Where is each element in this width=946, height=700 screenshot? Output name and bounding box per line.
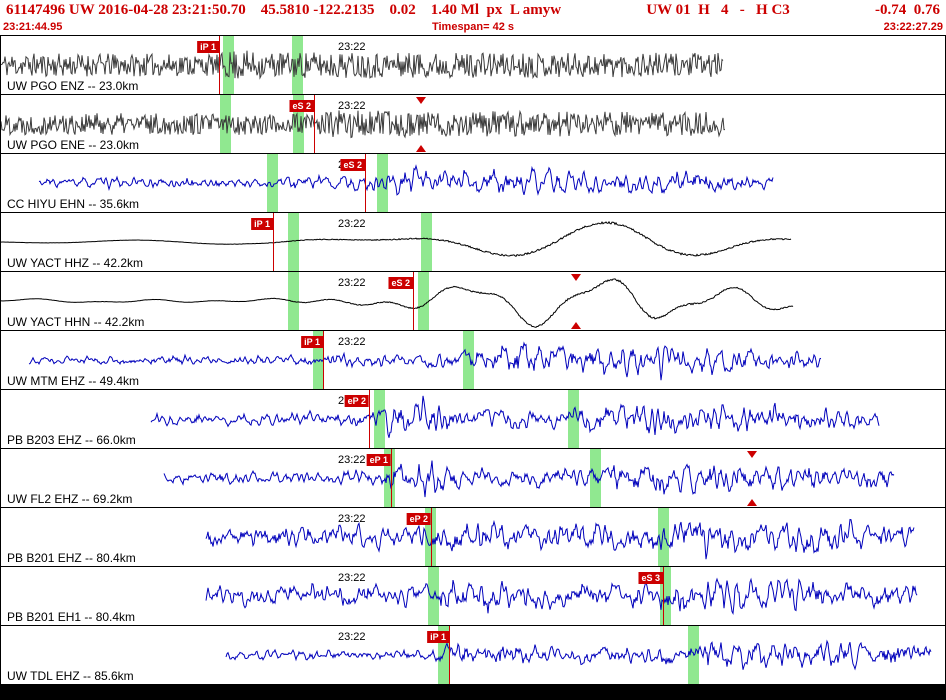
station-label: PB B201 EHZ -- 80.4km	[7, 551, 136, 565]
time-tick-label: 23:22	[338, 513, 366, 525]
time-tick-label: 23:22	[338, 218, 366, 230]
pick-window-band	[288, 213, 299, 271]
pick-window-band	[463, 331, 474, 389]
station-label: PB B203 EHZ -- 66.0km	[7, 433, 136, 447]
waveform-trace[interactable]	[1, 154, 945, 212]
time-tick-label: 23:22	[338, 572, 366, 584]
pick-window-band	[425, 508, 436, 566]
trace-row-1: 23:22 iP 1 UW PGO ENZ -- 23.0km	[1, 36, 945, 95]
phase-pick-line	[365, 154, 366, 212]
arrival-marker-down-icon	[571, 274, 581, 281]
phase-pick-flag[interactable]: iP 1	[197, 41, 219, 53]
window-end-time: 23:22:27.29	[883, 21, 943, 33]
phase-pick-line	[273, 213, 274, 271]
trace-row-11: 23:22 iP 1 UW TDL EHZ -- 85.6km	[1, 626, 945, 685]
waveform-trace[interactable]	[1, 213, 945, 271]
trace-row-6: 23:22 iP 1 UW MTM EHZ -- 49.4km	[1, 331, 945, 390]
station-label: UW TDL EHZ -- 85.6km	[7, 669, 134, 683]
pick-window-band	[374, 390, 385, 448]
phase-pick-flag[interactable]: iP 1	[301, 336, 323, 348]
trace-row-4: 23:22 iP 1 UW YACT HHZ -- 42.2km	[1, 213, 945, 272]
time-tick-label: 23:22	[338, 277, 366, 289]
timespan-label: Timespan= 42 s	[431, 21, 515, 33]
bottom-border-bar	[0, 685, 946, 700]
phase-pick-flag[interactable]: iP 1	[251, 218, 273, 230]
time-tick-label: 23:22	[338, 100, 366, 112]
phase-pick-flag[interactable]: eP 2	[406, 513, 431, 525]
time-tick-label: 23:22	[338, 631, 366, 643]
phase-pick-line	[323, 331, 324, 389]
waveform-trace[interactable]	[1, 36, 945, 94]
waveform-trace[interactable]	[1, 390, 945, 448]
pick-window-band	[223, 36, 234, 94]
pick-window-band	[267, 154, 278, 212]
arrival-marker-up-icon	[416, 145, 426, 152]
trace-row-9: 23:22 eP 2 PB B201 EHZ -- 80.4km	[1, 508, 945, 567]
phase-pick-line	[369, 390, 370, 448]
arrival-marker-up-icon	[747, 499, 757, 506]
pick-window-band	[568, 390, 579, 448]
trace-row-10: 23:22 eS 3 PB B201 EH1 -- 80.4km	[1, 567, 945, 626]
event-summary-left: 61147496 UW 2016-04-28 23:21:50.70 45.58…	[6, 2, 562, 18]
pick-window-band	[377, 154, 388, 212]
phase-pick-flag[interactable]: iP 1	[427, 631, 449, 643]
phase-pick-flag[interactable]: eP 2	[344, 395, 369, 407]
waveform-trace[interactable]	[1, 449, 945, 507]
event-header: 61147496 UW 2016-04-28 23:21:50.70 45.58…	[0, 0, 946, 36]
event-summary-mid: UW 01 H 4 - H C3	[646, 2, 790, 18]
phase-pick-line	[391, 449, 392, 507]
phase-pick-flag[interactable]: eS 2	[340, 159, 365, 171]
time-tick-label: 23:22	[338, 454, 366, 466]
station-label: UW YACT HHN -- 42.2km	[7, 315, 145, 329]
trace-row-8: 23:22 eP 1 UW FL2 EHZ -- 69.2km	[1, 449, 945, 508]
phase-pick-line	[219, 36, 220, 94]
window-start-time: 23:21:44.95	[3, 21, 63, 33]
station-label: UW FL2 EHZ -- 69.2km	[7, 492, 133, 506]
time-tick-label: 23:22	[338, 41, 366, 53]
station-label: UW PGO ENE -- 23.0km	[7, 138, 140, 152]
pick-window-band	[660, 567, 671, 625]
pick-window-band	[418, 272, 429, 330]
phase-pick-flag[interactable]: eP 1	[366, 454, 391, 466]
waveform-trace[interactable]	[1, 626, 945, 684]
event-summary-right: -0.74 0.76	[875, 2, 940, 18]
pick-window-band	[421, 213, 432, 271]
time-window-line: 23:21:44.95 Timespan= 42 s 23:22:27.29	[0, 21, 946, 35]
event-summary-line: 61147496 UW 2016-04-28 23:21:50.70 45.58…	[0, 0, 946, 21]
pick-window-band	[658, 508, 669, 566]
phase-pick-line	[314, 95, 315, 153]
trace-list: 23:22 iP 1 UW PGO ENZ -- 23.0km 23:22 eS 2 UW…	[0, 36, 946, 685]
station-label: UW PGO ENZ -- 23.0km	[7, 79, 139, 93]
arrival-marker-down-icon	[416, 97, 426, 104]
phase-pick-line	[663, 567, 664, 625]
phase-pick-line	[449, 626, 450, 684]
trace-row-5: 23:22 eS 2 UW YACT HHN -- 42.2km	[1, 272, 945, 331]
phase-pick-flag[interactable]: eS 2	[388, 277, 413, 289]
pick-window-band	[313, 331, 324, 389]
phase-pick-flag[interactable]: eS 2	[289, 100, 314, 112]
pick-window-band	[293, 95, 304, 153]
waveform-trace[interactable]	[1, 95, 945, 153]
trace-row-2: 23:22 eS 2 UW PGO ENE -- 23.0km	[1, 95, 945, 154]
arrival-marker-down-icon	[747, 451, 757, 458]
station-label: UW MTM EHZ -- 49.4km	[7, 374, 139, 388]
phase-pick-line	[413, 272, 414, 330]
station-label: PB B201 EH1 -- 80.4km	[7, 610, 136, 624]
station-label: CC HIYU EHN -- 35.6km	[7, 197, 140, 211]
pick-window-band	[288, 272, 299, 330]
pick-window-band	[220, 95, 231, 153]
waveform-trace[interactable]	[1, 331, 945, 389]
arrival-marker-up-icon	[571, 322, 581, 329]
waveform-trace[interactable]	[1, 567, 945, 625]
waveform-trace[interactable]	[1, 508, 945, 566]
phase-pick-line	[431, 508, 432, 566]
waveform-trace[interactable]	[1, 272, 945, 330]
time-tick-label: 23:22	[338, 336, 366, 348]
station-label: UW YACT HHZ -- 42.2km	[7, 256, 144, 270]
phase-pick-flag[interactable]: eS 3	[638, 572, 663, 584]
